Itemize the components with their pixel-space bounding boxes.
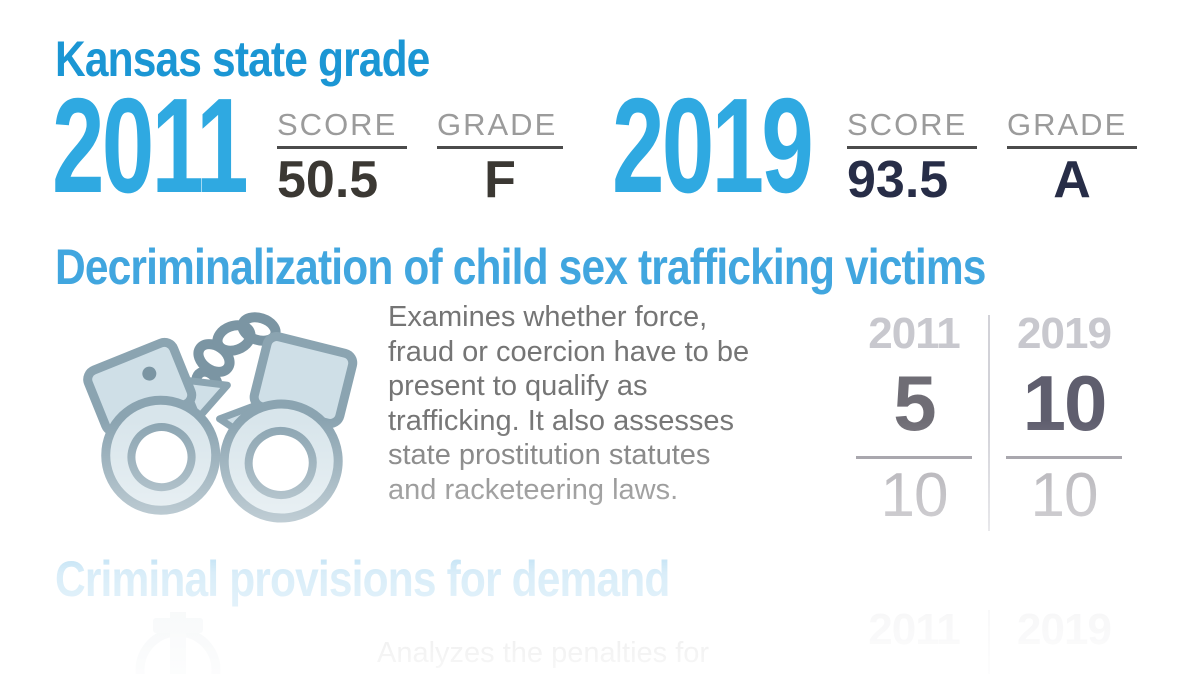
grade-2011-label: GRADE	[437, 107, 563, 150]
section-2-description: Analyzes the penalties for	[377, 636, 817, 671]
score-2019-block: SCORE 93.5	[847, 107, 977, 210]
section-1-description: Examines whether force, fraud or coercio…	[388, 300, 808, 507]
description-line: fraud or coercion have to be	[388, 335, 750, 368]
description-line: present to qualify as	[388, 370, 648, 402]
scorecard-year-2019: 2019	[1017, 309, 1112, 358]
section-1-scorecard: 2011 5 10 2019 10 10	[842, 312, 1144, 531]
scorecard-divider	[988, 610, 990, 674]
description-line: state prostitution statutes	[388, 439, 711, 471]
scorecard-max-2019: 10	[1030, 461, 1099, 530]
scorecard-max-2011: 10	[880, 461, 949, 530]
description-line: and racketeering laws.	[388, 473, 679, 506]
score-2019-value: 93.5	[847, 151, 949, 210]
score-2011-block: SCORE 50.5	[277, 107, 407, 210]
handcuffs-icon	[57, 296, 369, 544]
scorecard-year-2011: 2011	[868, 605, 960, 654]
fraction-line	[856, 456, 972, 459]
score-2019-label: SCORE	[847, 107, 977, 150]
section-1-heading: Decriminalization of child sex trafficki…	[55, 239, 986, 295]
scorecard-col-2011: 2011	[842, 608, 986, 652]
scorecard-year-2019: 2019	[1017, 605, 1112, 654]
description-line: Examines whether force,	[388, 301, 708, 333]
page-title: Kansas state grade	[55, 31, 430, 87]
grade-2011-value: F	[484, 151, 516, 210]
score-2011-label: SCORE	[277, 107, 407, 150]
gavel-icon	[126, 610, 231, 674]
grade-2019-block: GRADE A	[1007, 107, 1137, 210]
year-2019-big: 2019	[612, 70, 814, 221]
score-2011-value: 50.5	[277, 151, 379, 210]
section-2-scorecard: 2011 2019	[842, 608, 1144, 674]
year-2011-big: 2011	[52, 70, 249, 221]
fraction-line	[1006, 456, 1122, 459]
grade-2011-block: GRADE F	[437, 107, 563, 210]
scorecard-value-2011: 5	[893, 359, 936, 447]
scorecard-col-2019: 2019 10 10	[986, 312, 1142, 527]
scorecard-value-2019: 10	[1022, 359, 1108, 447]
scorecard-year-2011: 2011	[868, 309, 960, 358]
grade-2019-label: GRADE	[1007, 107, 1137, 150]
section-2-heading: Criminal provisions for demand	[55, 551, 670, 607]
scorecard-col-2019: 2019	[986, 608, 1142, 652]
description-line: Analyzes the penalties for	[377, 637, 710, 669]
scorecard-divider	[988, 315, 990, 531]
grade-2019-value: A	[1053, 151, 1091, 210]
description-line: trafficking. It also assesses	[388, 404, 735, 437]
scorecard-col-2011: 2011 5 10	[842, 312, 986, 527]
